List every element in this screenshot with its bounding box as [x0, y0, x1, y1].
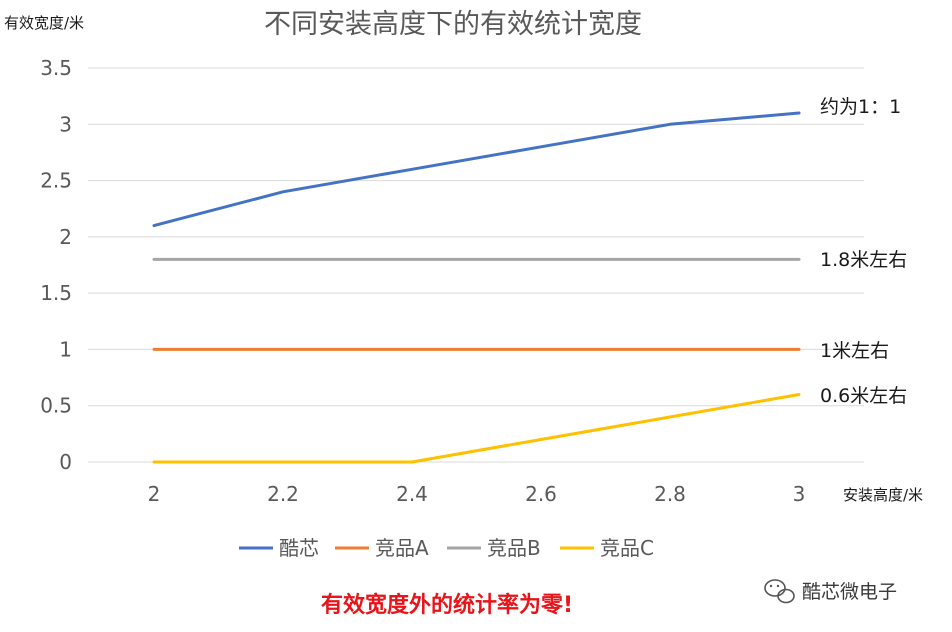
y-tick-label: 3 — [59, 112, 72, 136]
y-tick-label: 0.5 — [40, 394, 72, 418]
chart-title: 不同安装高度下的有效统计宽度 — [264, 9, 642, 40]
x-axis-unit-label: 安装高度/米 — [843, 486, 923, 504]
legend: 酷芯 竞品A 竞品B 竞品C — [239, 536, 654, 560]
legend-label: 竞品B — [487, 536, 541, 560]
legend-label: 酷芯 — [279, 536, 319, 560]
footer-note: 有效宽度外的统计率为零! — [321, 592, 573, 618]
wechat-icon — [764, 579, 795, 604]
x-tick-label: 2.2 — [267, 482, 299, 506]
x-tick-label: 2.6 — [525, 482, 557, 506]
y-tick-label: 2.5 — [40, 169, 72, 193]
y-tick-label: 1.5 — [40, 281, 72, 305]
y-axis-ticks: 0 0.5 1 1.5 2 2.5 3 3.5 — [40, 56, 72, 474]
x-tick-label: 3 — [793, 482, 806, 506]
watermark: 酷芯微电子 — [764, 579, 897, 604]
annotation-kuxin: 约为1：1 — [820, 96, 901, 118]
y-tick-label: 2 — [59, 225, 72, 249]
y-tick-label: 3.5 — [40, 56, 72, 80]
series-line-竞品C — [152, 393, 801, 464]
annotation-competitor-c: 0.6米左右 — [820, 385, 907, 407]
y-axis-unit-label: 有效宽度/米 — [4, 14, 84, 32]
y-tick-label: 1 — [59, 337, 72, 361]
legend-label: 竞品C — [600, 536, 654, 560]
y-tick-label: 0 — [59, 450, 72, 474]
x-tick-label: 2.4 — [396, 482, 428, 506]
series-lines — [152, 111, 801, 464]
annotation-competitor-a: 1米左右 — [820, 340, 889, 362]
x-tick-label: 2.8 — [654, 482, 686, 506]
watermark-text: 酷芯微电子 — [802, 581, 897, 603]
x-tick-label: 2 — [148, 482, 161, 506]
x-axis-ticks: 2 2.2 2.4 2.6 2.8 3 — [148, 482, 806, 506]
annotation-competitor-b: 1.8米左右 — [820, 249, 907, 271]
series-line-酷芯 — [152, 111, 801, 228]
legend-label: 竞品A — [375, 536, 429, 560]
